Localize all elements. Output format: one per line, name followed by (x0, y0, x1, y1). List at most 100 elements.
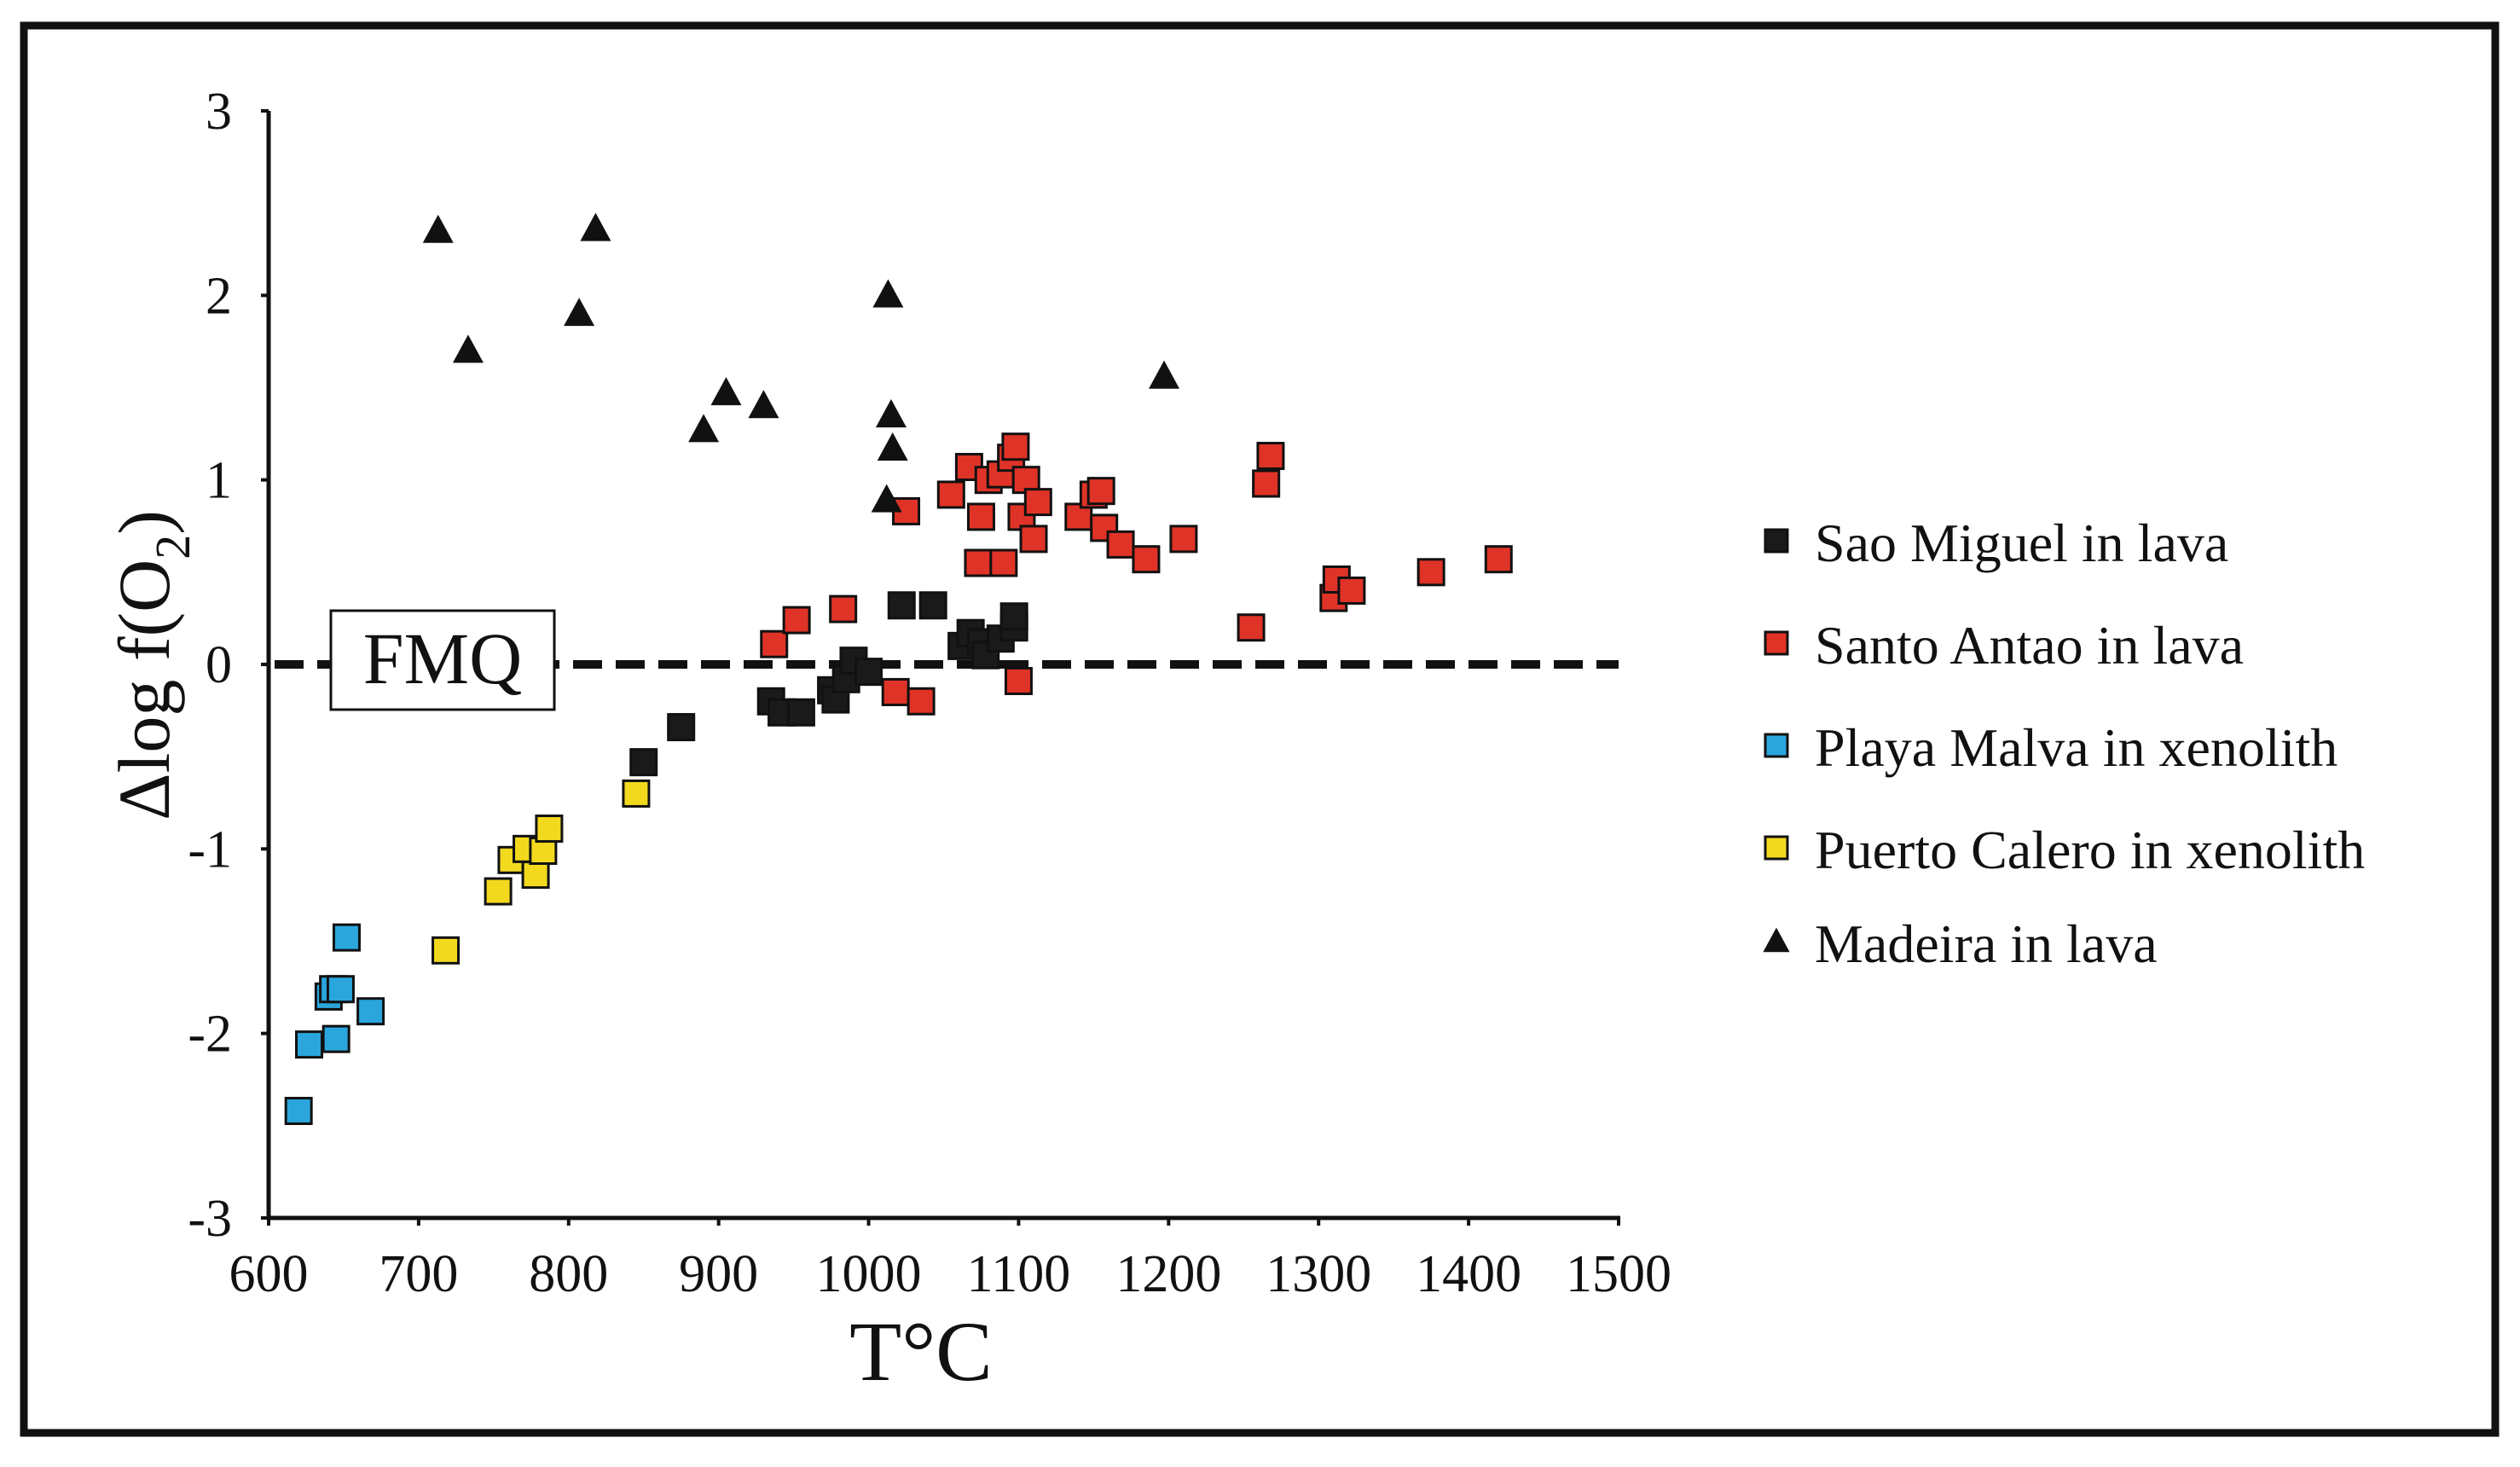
series-madeira-in-lava (422, 212, 1180, 513)
data-point (964, 548, 993, 577)
data-point (710, 377, 742, 406)
data-point (748, 390, 779, 419)
y-tick-label: 1 (206, 452, 232, 510)
data-point (294, 1030, 323, 1059)
y-tick-label: -1 (188, 820, 232, 878)
legend-marker (1763, 927, 1790, 953)
y-tick-label: -2 (188, 1006, 232, 1064)
legend: Sao Miguel in lava Santo Antao in lava Pla… (1763, 513, 2365, 974)
legend-item: Madeira in lava (1763, 913, 2158, 974)
x-axis-title: T°C (849, 1304, 993, 1399)
legend-item: Playa Malva in xenolith (1764, 717, 2338, 778)
series-playa-malva-in-xenolith (284, 923, 385, 1126)
legend-label: Santo Antao in lava (1815, 615, 2244, 676)
data-point (356, 997, 385, 1026)
data-point (1004, 666, 1033, 695)
data-point (1484, 545, 1513, 574)
data-point (629, 748, 658, 777)
data-point (1256, 442, 1285, 471)
data-point (422, 214, 454, 243)
legend-marker (1764, 733, 1789, 758)
data-point (1019, 525, 1048, 554)
data-point (622, 779, 651, 808)
data-point (1252, 469, 1281, 498)
data-point (432, 936, 461, 965)
legend-label: Playa Malva in xenolith (1815, 717, 2338, 778)
data-point (786, 698, 815, 727)
data-point (1106, 530, 1135, 559)
legend-item: Puerto Calero in xenolith (1764, 820, 2365, 880)
legend-marker (1764, 630, 1789, 656)
data-point (887, 591, 916, 620)
legend-label: Sao Miguel in lava (1815, 513, 2228, 573)
legend-marker (1764, 835, 1789, 861)
series-sao-miguel-in-lava (629, 591, 1028, 777)
data-point (322, 1024, 350, 1053)
figure-frame (20, 21, 2500, 1437)
data-point (1149, 360, 1180, 389)
data-point (688, 414, 720, 443)
data-point (989, 548, 1018, 577)
y-axis-title: Δlog f(O2) (103, 510, 200, 820)
fmq-label: FMQ (363, 618, 522, 699)
data-point (332, 923, 361, 952)
data-point (881, 677, 910, 706)
data-point (326, 975, 355, 1004)
data-point (1169, 525, 1198, 554)
data-point (564, 298, 595, 327)
y-tick-label: 3 (206, 83, 232, 141)
y-axis-title-group: Δlog f(O2) (103, 510, 200, 820)
data-point (667, 713, 696, 742)
data-point (535, 815, 564, 844)
y-axis-title-close: ) (103, 510, 185, 535)
x-tick-label: 1000 (816, 1245, 922, 1303)
data-point (484, 877, 513, 906)
data-point (907, 687, 936, 716)
y-axis-title-main: Δlog f(O (103, 560, 185, 820)
x-tick-label: 1100 (967, 1245, 1071, 1303)
x-tick-label: 600 (229, 1245, 309, 1303)
data-point (1416, 558, 1445, 587)
data-point (1237, 613, 1266, 642)
data-point (829, 594, 858, 623)
data-point (872, 279, 904, 308)
data-point (1086, 477, 1115, 506)
x-tick-label: 1500 (1566, 1245, 1671, 1303)
x-axis-ticks: 600 700 800 900 1000 1100 1200 1300 1400 1500 (229, 1218, 1671, 1303)
data-point (966, 502, 995, 531)
y-tick-label: 0 (206, 636, 232, 694)
data-point (760, 629, 789, 658)
series-santo-antao-in-lava (760, 432, 1513, 716)
x-tick-label: 900 (679, 1245, 758, 1303)
data-point (854, 658, 883, 687)
x-tick-label: 700 (379, 1245, 458, 1303)
legend-item: Sao Miguel in lava (1764, 513, 2228, 573)
x-tick-label: 800 (529, 1245, 608, 1303)
legend-marker (1764, 528, 1789, 554)
legend-item: Santo Antao in lava (1764, 615, 2244, 676)
data-point (971, 641, 1000, 670)
y-tick-label: 2 (206, 267, 232, 325)
data-point (936, 480, 965, 509)
data-point (1023, 488, 1052, 517)
series-puerto-calero-in-xenolith (432, 779, 651, 965)
data-point (918, 591, 947, 620)
data-point (999, 602, 1028, 631)
data-point (1001, 432, 1030, 461)
data-point (875, 399, 907, 428)
legend-label: Madeira in lava (1815, 913, 2158, 974)
data-point (782, 606, 811, 635)
y-axis-title-subscript: 2 (145, 535, 200, 560)
x-tick-label: 1200 (1115, 1245, 1221, 1303)
legend-label: Puerto Calero in xenolith (1815, 820, 2365, 880)
data-point (877, 432, 908, 461)
y-axis-ticks: 3 2 1 0 -1 -2 -3 (188, 83, 269, 1248)
y-tick-label: -3 (188, 1190, 232, 1248)
data-point (580, 212, 611, 241)
data-point (521, 861, 550, 890)
x-tick-label: 1400 (1416, 1245, 1521, 1303)
data-point (1337, 576, 1366, 605)
data-points (284, 212, 1513, 1126)
fmq-label-box (329, 609, 556, 711)
